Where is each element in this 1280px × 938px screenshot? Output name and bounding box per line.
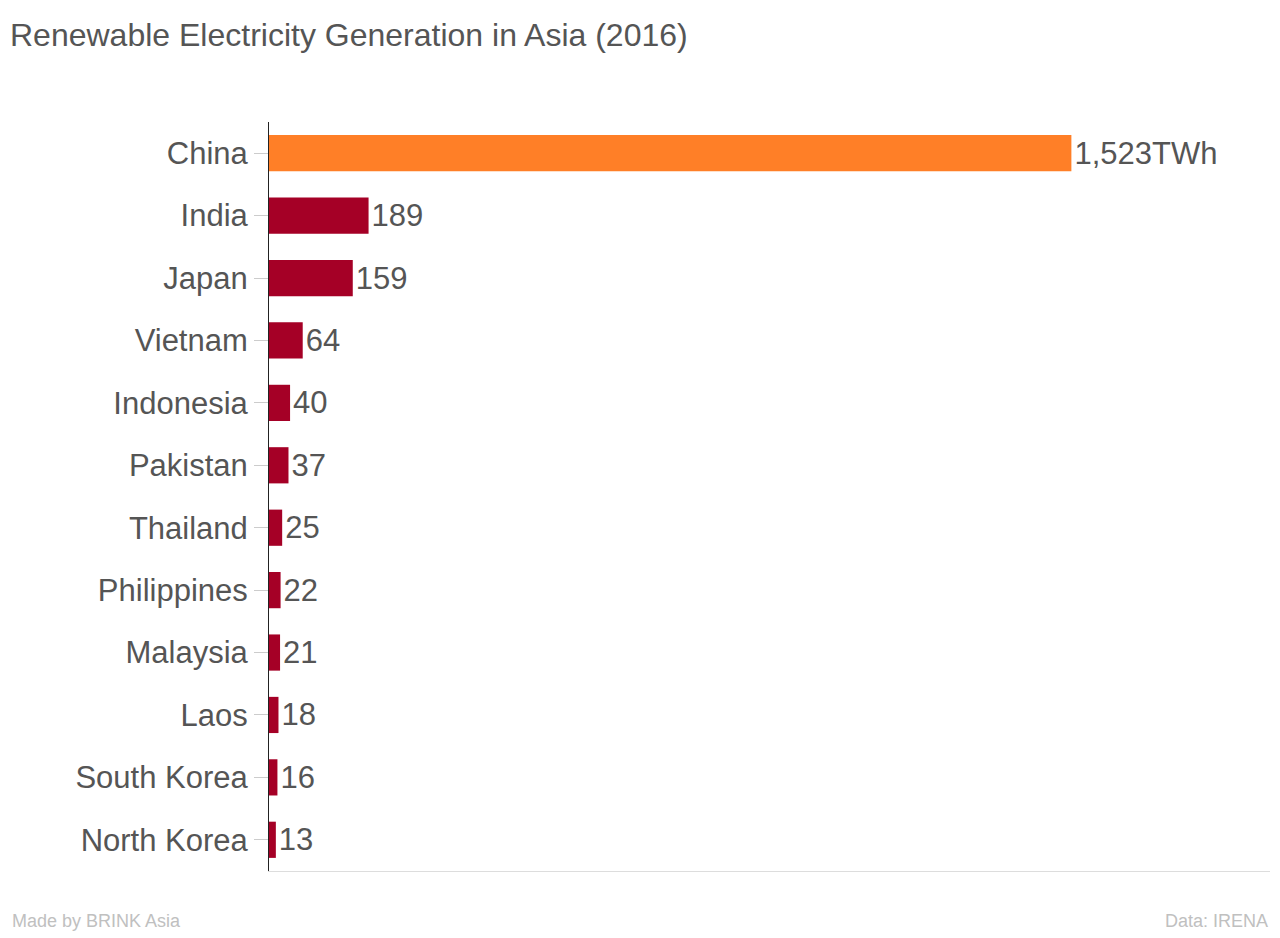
svg-text:China: China: [167, 136, 249, 171]
svg-text:India: India: [181, 198, 249, 233]
svg-text:40: 40: [293, 385, 327, 420]
svg-text:North Korea: North Korea: [81, 823, 249, 858]
svg-text:Philippines: Philippines: [98, 573, 248, 608]
svg-text:25: 25: [285, 510, 319, 545]
svg-text:37: 37: [291, 448, 325, 483]
svg-text:64: 64: [306, 323, 340, 358]
svg-text:18: 18: [281, 697, 315, 732]
svg-text:Made by BRINK Asia: Made by BRINK Asia: [12, 911, 181, 931]
svg-text:Renewable Electricity Generati: Renewable Electricity Generation in Asia…: [10, 17, 688, 53]
svg-text:Malaysia: Malaysia: [125, 635, 248, 670]
svg-text:22: 22: [284, 573, 318, 608]
svg-text:189: 189: [372, 198, 424, 233]
svg-text:Japan: Japan: [163, 261, 247, 296]
svg-text:Indonesia: Indonesia: [113, 386, 248, 421]
svg-text:159: 159: [356, 261, 408, 296]
svg-text:Pakistan: Pakistan: [129, 448, 248, 483]
svg-text:Thailand: Thailand: [129, 511, 248, 546]
svg-text:16: 16: [280, 760, 314, 795]
svg-text:13: 13: [279, 822, 313, 857]
svg-text:1,523TWh: 1,523TWh: [1074, 136, 1217, 171]
svg-text:21: 21: [283, 635, 317, 670]
svg-text:Vietnam: Vietnam: [135, 323, 248, 358]
svg-text:Laos: Laos: [181, 698, 248, 733]
svg-text:Data: IRENA: Data: IRENA: [1165, 911, 1268, 931]
svg-text:South Korea: South Korea: [75, 760, 248, 795]
